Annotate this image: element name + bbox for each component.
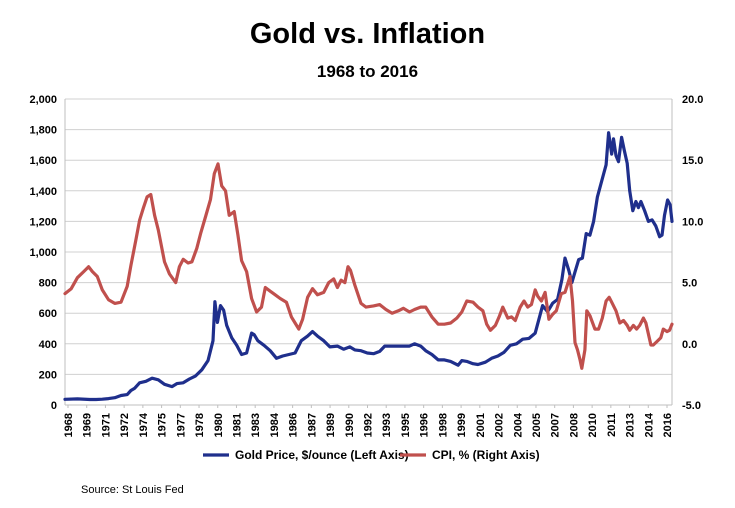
x-tick-label: 1986 xyxy=(288,413,300,437)
right-tick-label: 0.0 xyxy=(682,339,697,351)
x-tick-label: 1972 xyxy=(119,413,131,437)
gridlines xyxy=(65,98,672,375)
left-tick-label: 400 xyxy=(39,339,57,351)
gold-price-line xyxy=(63,131,674,402)
x-tick-label: 2013 xyxy=(625,413,637,437)
x-tick-label: 1998 xyxy=(437,413,449,437)
x-tick-label: 1969 xyxy=(82,413,94,437)
right-tick-label: 20.0 xyxy=(682,94,703,106)
left-axis-ticks: 0 200 400 600 800 1,000 1,200 1,400 1,600 1,800 2,… xyxy=(29,94,57,412)
x-tick-label: 1989 xyxy=(325,413,337,437)
x-tick-label: 1993 xyxy=(381,413,393,437)
right-axis-ticks: -5.0 0.0 5.0 10.0 15.0 20.0 xyxy=(682,94,703,412)
x-tick-label: 1992 xyxy=(363,413,375,437)
right-tick-label: 5.0 xyxy=(682,278,697,290)
x-tick-label: 1975 xyxy=(157,413,169,437)
x-tick-label: 2016 xyxy=(662,413,674,437)
legend: Gold Price, $/ounce (Left Axis) CPI, % (R… xyxy=(203,448,540,462)
x-tick-label: 1974 xyxy=(138,412,150,437)
series-lines xyxy=(63,131,674,402)
left-tick-label: 1,200 xyxy=(29,216,57,228)
x-tick-label: 1977 xyxy=(175,413,187,437)
x-tick-label: 2010 xyxy=(587,413,599,437)
x-tick-label: 1987 xyxy=(306,413,318,437)
right-tick-label: 10.0 xyxy=(682,216,703,228)
left-tick-label: 1,400 xyxy=(29,186,57,198)
left-tick-label: 800 xyxy=(39,278,57,290)
x-tick-label: 1971 xyxy=(100,413,112,437)
x-tick-label: 1990 xyxy=(344,413,356,437)
x-tick-label: 1980 xyxy=(213,413,225,437)
x-tick-label: 1995 xyxy=(400,413,412,437)
legend-label: Gold Price, $/ounce (Left Axis) xyxy=(235,448,409,462)
axes xyxy=(64,99,673,406)
left-tick-label: 1,000 xyxy=(29,247,57,259)
x-tick-label: 2007 xyxy=(550,413,562,437)
left-tick-label: 2,000 xyxy=(29,94,57,106)
x-axis-ticks: 1968 1969 1971 1972 1974 1975 1977 1978 1980 1981… xyxy=(63,405,674,437)
chart-title: Gold vs. Inflation xyxy=(249,18,486,50)
left-tick-label: 1,800 xyxy=(29,125,57,137)
chart-subtitle: 1968 to 2016 xyxy=(316,62,419,81)
x-tick-label: 1996 xyxy=(419,413,431,437)
x-tick-label: 1999 xyxy=(456,413,468,437)
right-tick-label: -5.0 xyxy=(682,400,701,412)
x-tick-label: 2014 xyxy=(643,412,655,437)
left-tick-label: 200 xyxy=(39,369,57,381)
x-tick-label: 2002 xyxy=(494,413,506,437)
legend-label: CPI, % (Right Axis) xyxy=(432,448,540,462)
x-tick-label: 1978 xyxy=(194,413,206,437)
cpi-line xyxy=(63,162,674,370)
x-tick-label: 2004 xyxy=(512,412,524,437)
x-tick-label: 1984 xyxy=(269,412,281,437)
source-note: Source: St Louis Fed xyxy=(81,484,184,496)
x-tick-label: 2001 xyxy=(475,413,487,437)
x-tick-label: 1983 xyxy=(250,413,262,437)
left-tick-label: 1,600 xyxy=(29,155,57,167)
left-tick-label: 0 xyxy=(51,400,57,412)
x-tick-label: 1981 xyxy=(231,413,243,437)
x-tick-label: 2008 xyxy=(568,413,580,437)
left-tick-label: 600 xyxy=(39,308,57,320)
x-tick-label: 1968 xyxy=(63,413,75,437)
right-tick-label: 15.0 xyxy=(682,155,703,167)
x-tick-label: 2011 xyxy=(606,413,618,437)
x-tick-label: 2005 xyxy=(531,413,543,437)
